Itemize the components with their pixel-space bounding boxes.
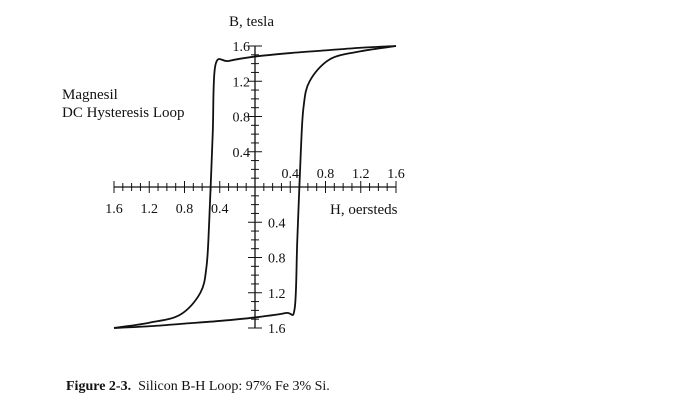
y-tick-label: 0.4 (233, 146, 251, 161)
x-tick-label: 1.6 (387, 167, 405, 182)
x-tick-label: 1.6 (105, 202, 123, 217)
y-tick-label: 1.2 (233, 75, 251, 90)
x-tick-label: 0.4 (282, 167, 300, 182)
x-tick-label: 0.8 (317, 167, 335, 182)
y-tick-label: 1.6 (268, 322, 286, 337)
x-tick-label: 1.2 (352, 167, 370, 182)
y-axis-label: B, tesla (229, 14, 274, 30)
y-tick-label: 0.8 (233, 111, 251, 126)
figure-caption-label: Figure 2-3. (66, 379, 132, 394)
chart-subtitle: DC Hysteresis Loop (62, 105, 185, 121)
figure-caption: Figure 2-3. Silicon B-H Loop: 97% Fe 3% … (66, 377, 330, 396)
x-tick-label: 0.8 (176, 202, 194, 217)
y-tick-label: 0.8 (268, 252, 286, 267)
hysteresis-branch-descending (113, 45, 397, 329)
y-tick-label: 0.4 (268, 216, 286, 231)
x-tick-label: 0.4 (211, 202, 229, 217)
y-tick-label: 1.2 (268, 287, 286, 302)
hysteresis-branch-ascending (113, 45, 397, 329)
chart-title: Magnesil (62, 87, 118, 103)
x-tick-label: 1.2 (141, 202, 159, 217)
y-tick-label: 1.6 (233, 40, 251, 55)
x-axis-label: H, oersteds (330, 202, 398, 218)
figure-caption-text: Silicon B-H Loop: 97% Fe 3% Si. (138, 379, 330, 394)
